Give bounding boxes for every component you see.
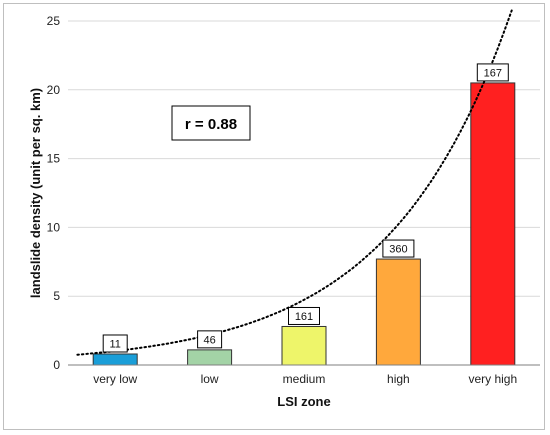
bar-medium: [281, 325, 327, 366]
annotation-text: r = 0.88: [185, 116, 237, 133]
y-tick-label: 20: [47, 83, 61, 97]
data-label-text: 360: [389, 244, 407, 256]
x-axis-ticks: very low low medium high very high: [93, 372, 517, 386]
trendline-path: [76, 9, 513, 356]
bar-low: [187, 349, 233, 366]
x-tick-label: very high: [468, 372, 517, 386]
data-label-box: [382, 239, 415, 258]
data-label-text: 11: [109, 338, 120, 350]
data-label-text: 46: [203, 334, 215, 346]
data-label: 360: [382, 239, 415, 258]
data-label-box: [197, 330, 223, 349]
y-axis-title: landslide density (unit per sq. km): [28, 88, 43, 298]
data-label: 161: [288, 306, 320, 325]
gridlines: [68, 20, 540, 297]
y-tick-label: 5: [53, 289, 60, 303]
y-tick-label: 0: [53, 358, 60, 372]
x-axis-title: LSI zone: [277, 394, 330, 409]
data-label: 167: [476, 63, 509, 82]
trendline: [76, 9, 513, 356]
bar-high: [375, 258, 421, 366]
x-tick-label: medium: [283, 372, 326, 386]
x-tick-label: high: [387, 372, 410, 386]
data-label: 46: [197, 330, 223, 349]
data-label: 11: [102, 334, 128, 353]
y-axis-ticks: 0 5 10 15 20 25: [47, 14, 61, 372]
y-tick-label: 15: [47, 152, 61, 166]
x-tick-label: low: [201, 372, 219, 386]
data-label-box: [288, 306, 320, 325]
x-tick-label: very low: [93, 372, 137, 386]
bars: [92, 82, 516, 366]
data-label-box: [476, 63, 509, 82]
chart-frame: [3, 3, 545, 430]
data-labels: 11 46 161 360 167: [102, 63, 509, 353]
y-tick-label: 25: [47, 14, 61, 28]
correlation-annotation: r = 0.88: [171, 105, 251, 141]
annotation-box: [171, 105, 251, 141]
bar-very-low: [92, 353, 138, 366]
data-label-box: [102, 334, 128, 353]
bar-very-high: [470, 82, 516, 366]
data-label-text: 161: [295, 311, 313, 323]
data-label-text: 167: [484, 67, 502, 79]
y-tick-label: 10: [47, 220, 61, 234]
